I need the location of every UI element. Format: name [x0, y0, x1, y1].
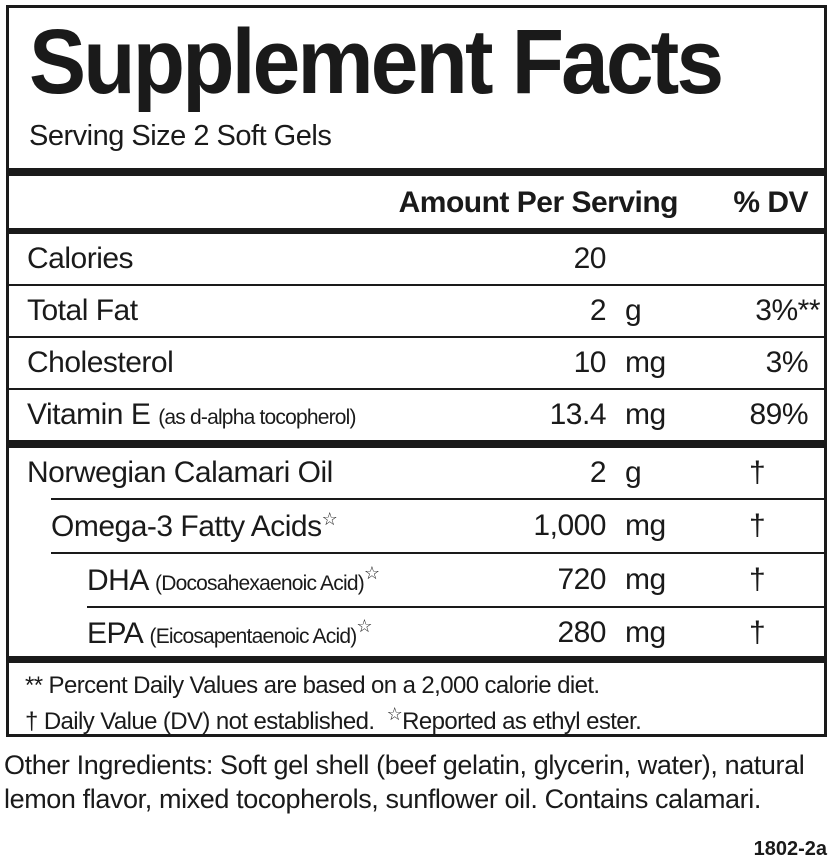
ingredient-unit: g: [625, 456, 642, 489]
nutrient-amount: 2: [589, 294, 607, 327]
ingredient-amount: 1,000: [533, 509, 606, 542]
ingredient-unit: mg: [625, 563, 666, 596]
header-amount: Amount Per Serving: [398, 186, 679, 219]
nutrient-row: Total Fat 2 g 3%**: [9, 286, 824, 336]
divider-thick: [9, 228, 824, 234]
nutrient-unit: mg: [625, 398, 666, 431]
nutrient-dv: 89%: [749, 398, 808, 431]
nutrient-row: Vitamin E (as d-alpha tocopherol) 13.4 m…: [9, 390, 824, 440]
nutrient-amount: 13.4: [549, 398, 607, 431]
nutrient-label: Calories: [27, 242, 134, 275]
ingredient-label: DHA (Docosahexaenoic Acid)☆: [87, 563, 380, 597]
nutrient-unit: mg: [625, 346, 666, 379]
divider: [87, 606, 824, 608]
ingredient-label: Omega-3 Fatty Acids☆: [51, 509, 338, 543]
ingredient-amount: 2: [589, 456, 607, 489]
nutrient-unit: g: [625, 294, 642, 327]
nutrient-row: Calories 20: [9, 234, 824, 284]
divider-thick: [9, 168, 824, 176]
divider: [51, 552, 824, 554]
nutrient-label: Vitamin E (as d-alpha tocopherol): [27, 398, 357, 431]
ingredient-label: Norwegian Calamari Oil: [27, 456, 333, 489]
footnote-dagger: † Daily Value (DV) not established. ☆Rep…: [25, 704, 642, 735]
ingredient-row: Omega-3 Fatty Acids☆ 1,000 mg †: [9, 501, 824, 551]
nutrient-amount: 10: [573, 346, 607, 379]
nutrient-row: Cholesterol 10 mg 3%: [9, 338, 824, 388]
header-dv: % DV: [733, 186, 808, 219]
ingredient-dv: †: [749, 616, 766, 649]
nutrient-amount: 20: [573, 242, 607, 275]
ingredient-row: Norwegian Calamari Oil 2 g †: [9, 448, 824, 498]
ingredient-row: DHA (Docosahexaenoic Acid)☆ 720 mg †: [9, 555, 824, 605]
panel-title: Supplement Facts: [29, 11, 724, 113]
nutrient-dv: 3%**: [755, 294, 820, 327]
divider: [9, 336, 824, 338]
nutrient-label: Total Fat: [27, 294, 138, 327]
divider: [9, 388, 824, 390]
ingredient-dv: †: [749, 456, 766, 489]
nutrient-label: Cholesterol: [27, 346, 174, 379]
serving-size: Serving Size 2 Soft Gels: [29, 120, 332, 152]
ingredient-amount: 280: [557, 616, 606, 649]
ingredient-dv: †: [749, 509, 766, 542]
divider-thick: [9, 656, 824, 663]
footnote-dv: ** Percent Daily Values are based on a 2…: [25, 672, 600, 699]
ingredient-amount: 720: [557, 563, 606, 596]
supplement-facts-panel: Supplement Facts Serving Size 2 Soft Gel…: [6, 5, 827, 737]
ingredient-dv: †: [749, 563, 766, 596]
divider-thick: [9, 440, 824, 448]
nutrient-dv: 3%: [765, 346, 809, 379]
other-ingredients: Other Ingredients: Soft gel shell (beef …: [4, 750, 805, 814]
ingredient-row: EPA (Eicosapentaenoic Acid)☆ 280 mg †: [9, 608, 824, 658]
ingredient-unit: mg: [625, 616, 666, 649]
product-code: 1802-2a: [753, 838, 827, 860]
divider: [9, 284, 824, 286]
ingredient-label: EPA (Eicosapentaenoic Acid)☆: [87, 616, 373, 650]
ingredient-unit: mg: [625, 509, 666, 542]
divider: [51, 498, 824, 500]
